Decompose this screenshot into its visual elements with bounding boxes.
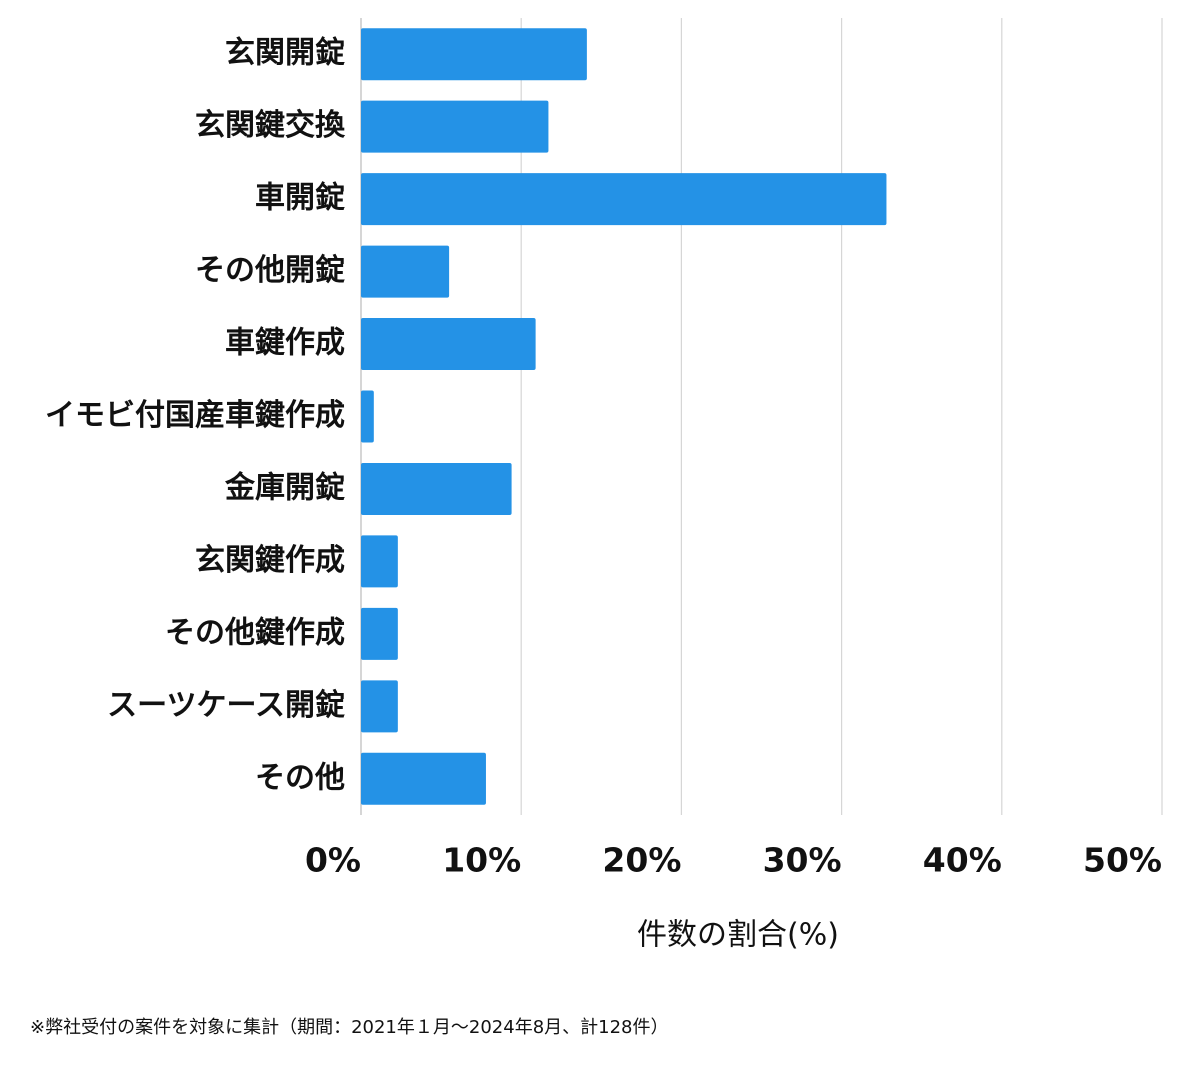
- y-tick-label: その他鍵作成: [165, 615, 345, 650]
- bar: [361, 245, 450, 298]
- x-tick-label: 10%: [442, 841, 521, 880]
- y-tick-label: 玄関鍵作成: [195, 543, 345, 578]
- bar: [361, 680, 398, 733]
- bar: [361, 28, 587, 81]
- bar: [361, 535, 398, 588]
- y-tick-label: 玄関鍵交換: [195, 108, 346, 143]
- x-tick-label: 50%: [1083, 841, 1162, 880]
- bar: [361, 607, 398, 660]
- x-tick-label: 40%: [923, 841, 1002, 880]
- y-tick-label: その他: [255, 760, 345, 795]
- footnote: ※弊社受付の案件を対象に集計（期間：2021年１月〜2024年8月、計128件）: [30, 1017, 669, 1038]
- x-tick-label: 20%: [602, 841, 681, 880]
- bar: [361, 100, 549, 153]
- y-tick-label: スーツケース開錠: [107, 688, 345, 723]
- bar: [361, 318, 536, 371]
- y-tick-label: 金庫開錠: [224, 470, 345, 505]
- x-tick-label: 30%: [763, 841, 842, 880]
- x-axis-title: 件数の割合(%): [637, 918, 839, 953]
- x-tick-label: 0%: [305, 841, 361, 880]
- bar: [361, 173, 887, 226]
- y-tick-label: 玄関開錠: [225, 36, 345, 71]
- y-tick-label: イモビ付国産車鍵作成: [45, 398, 345, 433]
- bar: [361, 752, 486, 805]
- y-tick-label: その他開錠: [195, 253, 345, 288]
- y-tick-label: 車鍵作成: [225, 326, 345, 361]
- y-tick-label: 車開錠: [255, 181, 345, 216]
- bar: [361, 462, 512, 515]
- bar: [361, 390, 374, 443]
